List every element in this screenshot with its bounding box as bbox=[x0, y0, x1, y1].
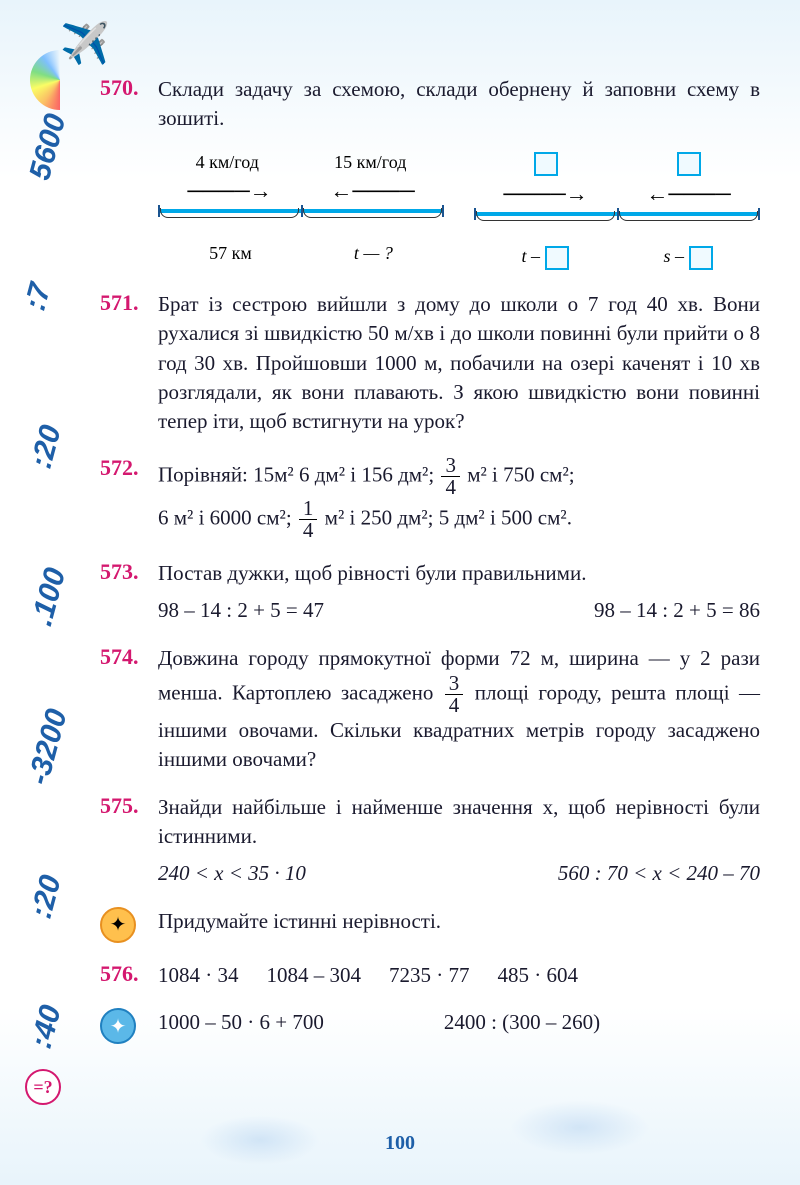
inequality-2: 560 : 70 < x < 240 – 70 bbox=[558, 859, 760, 888]
diagram-left: 4 км/год 15 км/год ────→ ←──── 57 км t —… bbox=[158, 152, 444, 270]
problem-576-row2: ✦ 1000 – 50 · 6 + 700 2400 : (300 – 260) bbox=[100, 1008, 760, 1044]
puzzle-icon: ✦ bbox=[100, 907, 136, 943]
diagram-right: ────→ ←──── t – s – bbox=[474, 152, 760, 270]
problem-574: 574. Довжина городу прямокутної форми 72… bbox=[100, 644, 760, 775]
problem-573: 573. Постав дужки, щоб рівності були пра… bbox=[100, 559, 760, 626]
main-content: 570. Склади задачу за схемою, склади обе… bbox=[100, 75, 760, 1062]
page-number: 100 bbox=[385, 1132, 415, 1155]
calc: 1000 – 50 · 6 + 700 bbox=[158, 1008, 324, 1037]
side-number-chain: 5600 :7 :20 .100 -3200 :20 :40 bbox=[0, 0, 70, 1185]
problem-text: Порівняй: 15м² 6 дм² і 156 дм²; 34 м² і … bbox=[158, 455, 760, 541]
arrow-right-icon: ────→ bbox=[187, 178, 271, 204]
side-num: :7 bbox=[18, 280, 58, 315]
arrow-left-icon: ←──── bbox=[330, 178, 414, 204]
calc: 485 · 604 bbox=[498, 961, 579, 990]
cloud-decoration bbox=[510, 1100, 650, 1155]
side-num: :20 bbox=[25, 422, 69, 473]
side-num: 5600 bbox=[23, 110, 73, 183]
problem-572: 572. Порівняй: 15м² 6 дм² і 156 дм²; 34 … bbox=[100, 455, 760, 541]
problem-571: 571. Брат із сестрою вийшли з дому до шк… bbox=[100, 290, 760, 437]
side-num: :40 bbox=[25, 1002, 69, 1053]
puzzle-blue-icon: ✦ bbox=[100, 1008, 136, 1044]
problem-number: 574. bbox=[100, 644, 158, 670]
problem-number: 571. bbox=[100, 290, 158, 316]
empty-box bbox=[677, 152, 701, 176]
time-label: t — ? bbox=[354, 243, 393, 264]
calc: 2400 : (300 – 260) bbox=[444, 1008, 600, 1037]
problem-text: Брат із сестрою вийшли з дому до школи о… bbox=[158, 290, 760, 437]
problem-text: Постав дужки, щоб рівності були правильн… bbox=[158, 559, 760, 626]
side-num: -3200 bbox=[22, 706, 75, 789]
problem-number: 575. bbox=[100, 793, 158, 819]
equation-2: 98 – 14 : 2 + 5 = 86 bbox=[594, 596, 760, 625]
problem-number: 572. bbox=[100, 455, 158, 481]
question-icon: =? bbox=[25, 1069, 61, 1105]
problem-number: 570. bbox=[100, 75, 158, 101]
speed-1: 4 км/год bbox=[196, 152, 259, 173]
problem-number: 576. bbox=[100, 961, 158, 987]
distance-label: 57 км bbox=[209, 243, 252, 264]
problem-575-extra: ✦ Придумайте істинні нерівності. bbox=[100, 907, 760, 943]
problem-576: 576. 1084 · 34 1084 – 304 7235 · 77 485 … bbox=[100, 961, 760, 990]
side-num: :20 bbox=[25, 872, 69, 923]
arrow-right-icon: ────→ bbox=[503, 181, 587, 207]
extra-text: Придумайте істинні нерівності. bbox=[158, 907, 760, 936]
calc: 1084 – 304 bbox=[267, 961, 362, 990]
problem-number: 573. bbox=[100, 559, 158, 585]
problem-text: 1084 · 34 1084 – 304 7235 · 77 485 · 604 bbox=[158, 961, 760, 990]
speed-2: 15 км/год bbox=[334, 152, 406, 173]
problem-text: Довжина городу прямокутної форми 72 м, ш… bbox=[158, 644, 760, 775]
cloud-decoration bbox=[200, 1115, 320, 1165]
problem-text: Склади задачу за схемою, склади обернену… bbox=[158, 75, 760, 134]
diagram-570: 4 км/год 15 км/год ────→ ←──── 57 км t —… bbox=[158, 152, 760, 270]
side-num: .100 bbox=[25, 564, 73, 629]
arrow-left-icon: ←──── bbox=[646, 181, 730, 207]
problem-570: 570. Склади задачу за схемою, склади обе… bbox=[100, 75, 760, 134]
t-box-label: t – bbox=[521, 246, 568, 270]
problem-575: 575. Знайди найбільше і найменше значенн… bbox=[100, 793, 760, 889]
inequality-1: 240 < x < 35 · 10 bbox=[158, 859, 306, 888]
problem-text: Знайди найбільше і найменше значення x, … bbox=[158, 793, 760, 889]
s-box-label: s – bbox=[663, 246, 712, 270]
calc: 1084 · 34 bbox=[158, 961, 239, 990]
equation-1: 98 – 14 : 2 + 5 = 47 bbox=[158, 596, 324, 625]
empty-box bbox=[534, 152, 558, 176]
calc: 7235 · 77 bbox=[389, 961, 470, 990]
